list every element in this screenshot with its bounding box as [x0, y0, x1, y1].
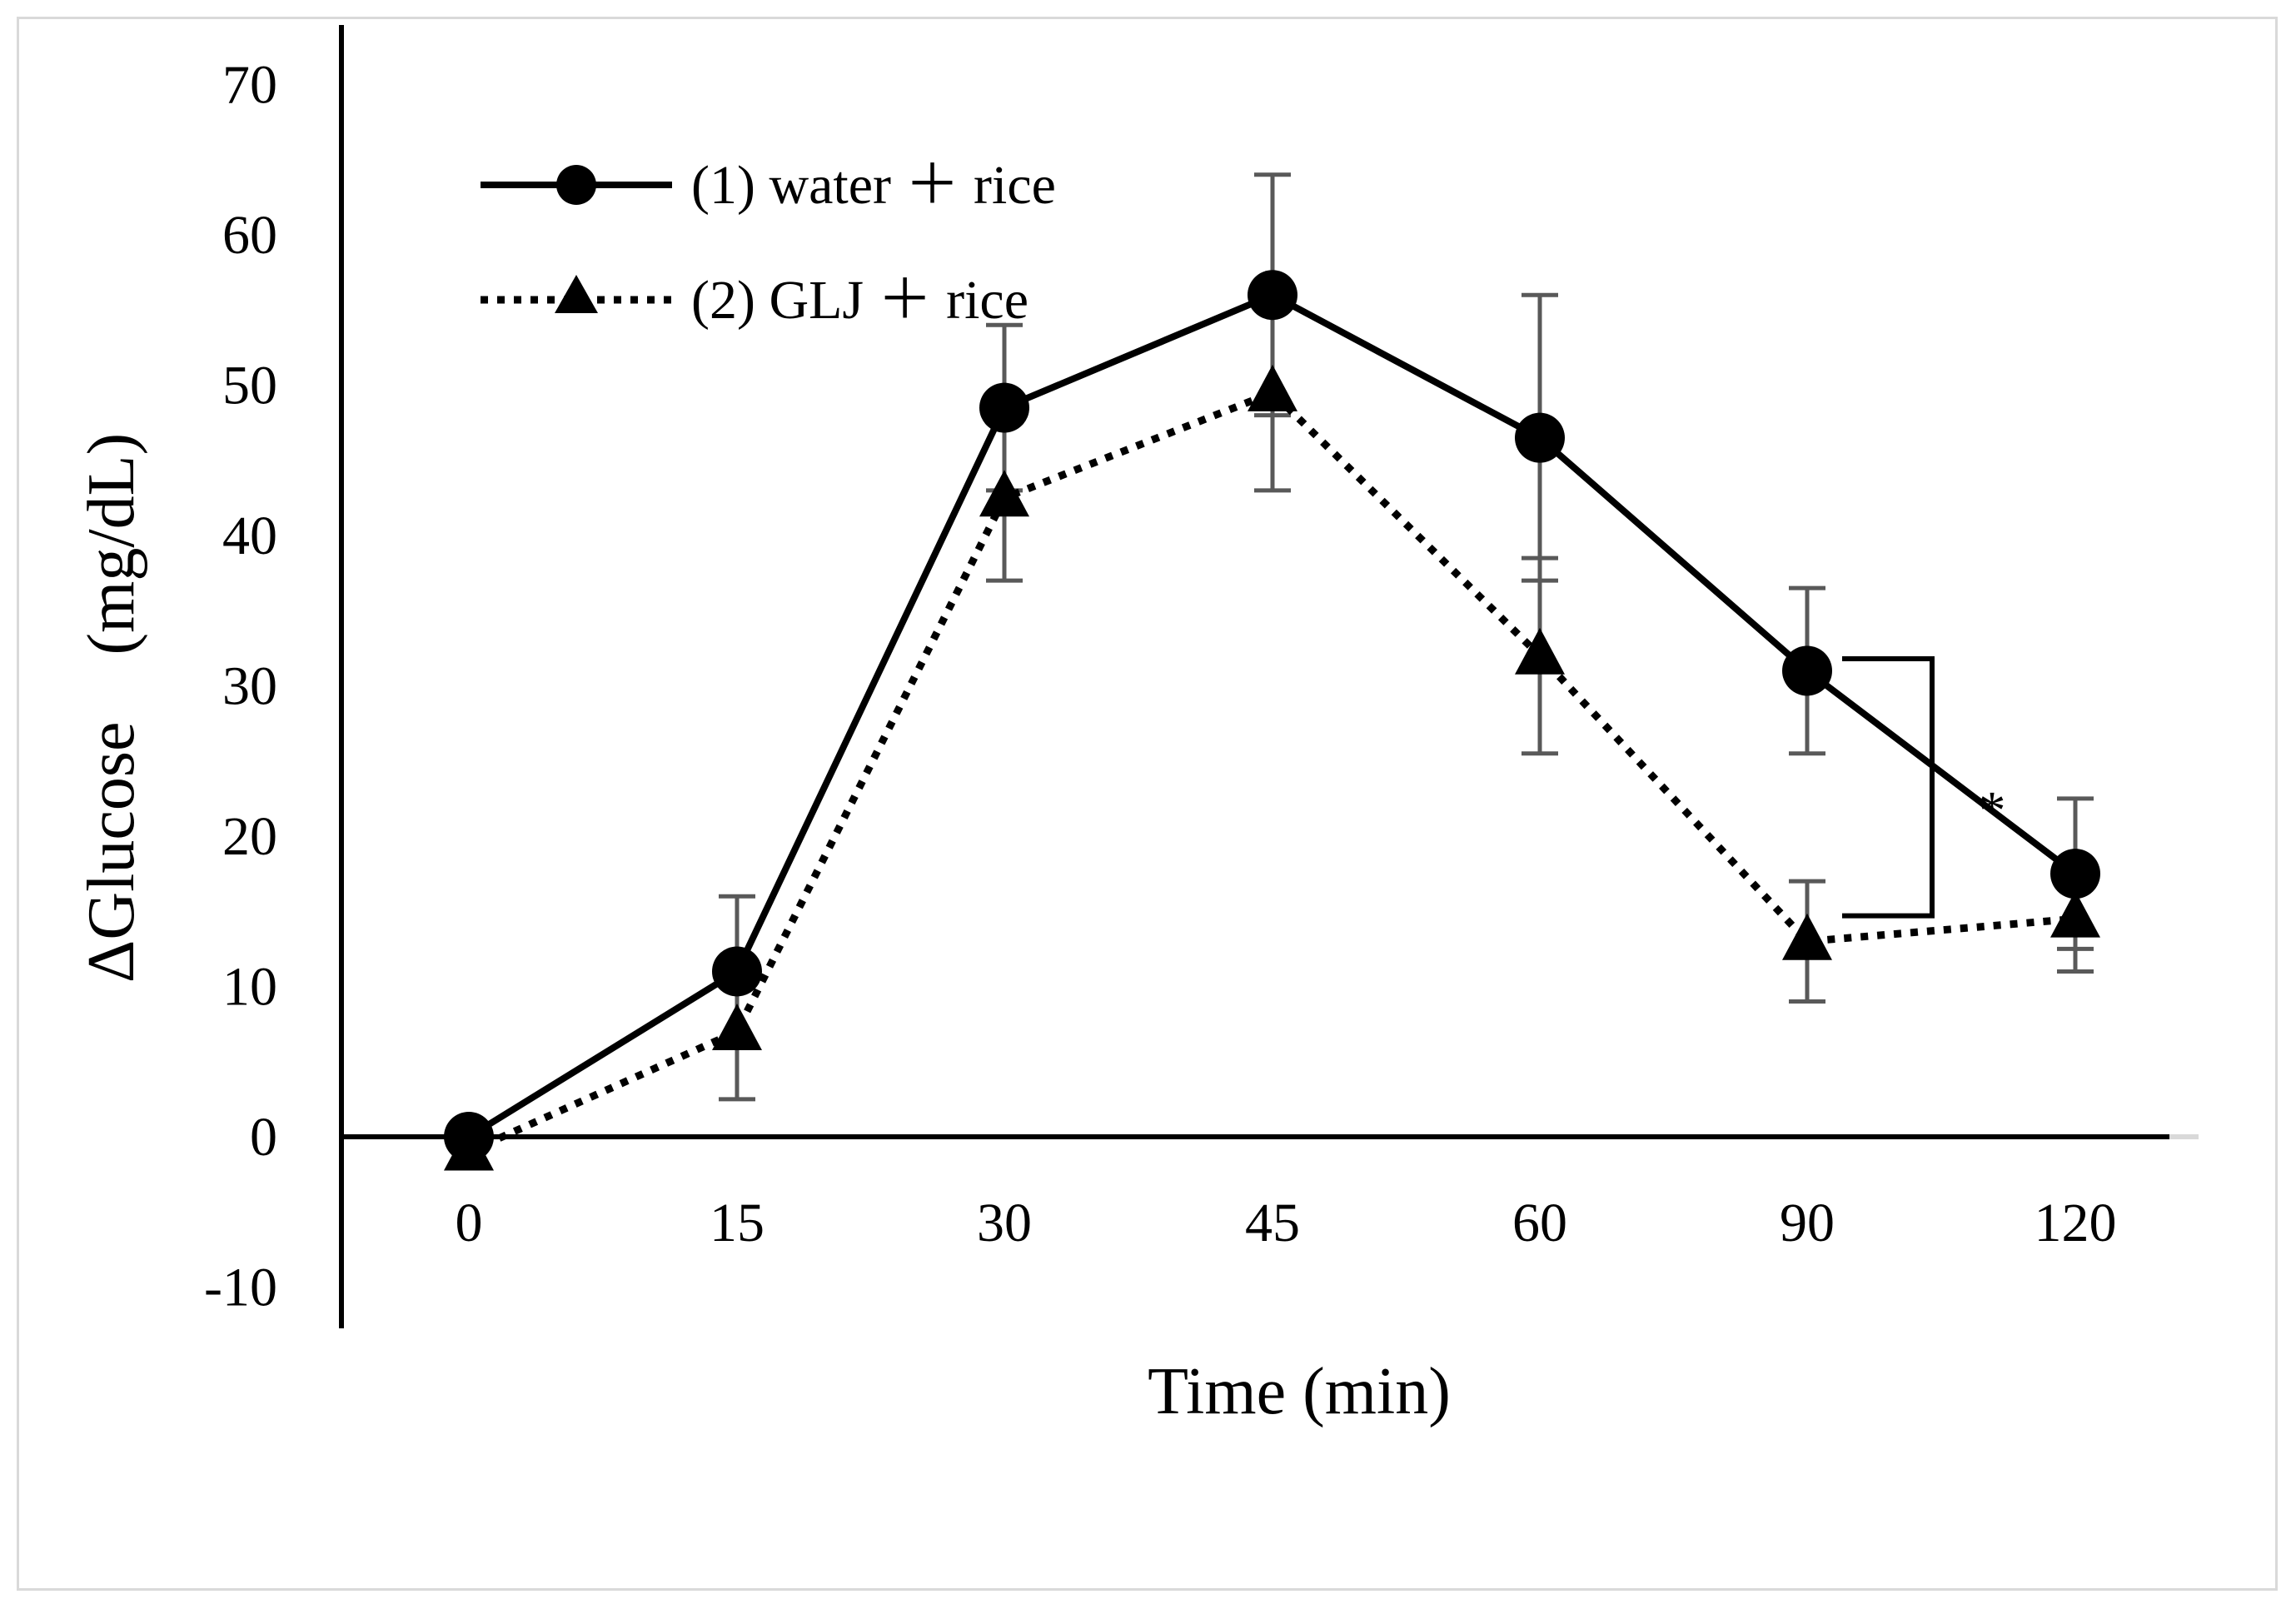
- x-tick-label: 90: [1780, 1193, 1835, 1253]
- axes-layer: [339, 25, 2199, 1328]
- data-point-series-1: [1782, 645, 1832, 696]
- data-point-series-2: [979, 470, 1029, 517]
- series-line-2: [467, 389, 2076, 1156]
- significance-star: *: [1979, 780, 2006, 841]
- data-point-series-2: [2050, 890, 2100, 938]
- x-tick-label: 60: [1512, 1193, 1567, 1253]
- data-point-series-2: [1782, 913, 1832, 960]
- data-point-series-2: [1515, 627, 1565, 675]
- data-point-series-1: [979, 382, 1029, 433]
- data-point-series-1: [1515, 412, 1565, 463]
- data-point-series-2: [1248, 364, 1297, 411]
- data-markers: [444, 270, 2100, 1171]
- x-tick-label: 45: [1245, 1193, 1300, 1253]
- x-tick-label: 15: [710, 1193, 765, 1253]
- y-tick-label: 20: [222, 806, 277, 867]
- legend-label-series-2: (2) GLJ ＋ rice: [691, 270, 1028, 331]
- y-tick-label: 60: [222, 205, 277, 266]
- chart-frame: [17, 17, 2278, 1591]
- legend-triangle-marker: [555, 275, 598, 313]
- y-tick-label: 40: [222, 506, 277, 566]
- x-tick-label: 120: [2035, 1193, 2117, 1253]
- y-axis-title: ΔGlucose (mg/dL): [75, 433, 148, 983]
- legend-label-series-1: (1) water ＋ rice: [691, 155, 1056, 216]
- data-point-series-1: [712, 946, 762, 997]
- data-point-series-2: [444, 1123, 494, 1171]
- y-tick-label: 50: [222, 356, 277, 416]
- legend: (1) water ＋ rice (2) GLJ ＋ rice: [481, 155, 1056, 331]
- x-tick-labels: 0 15 30 45 60 90 120: [456, 1193, 2117, 1253]
- significance-bracket: [1842, 656, 1935, 919]
- y-tick-label: 10: [222, 957, 277, 1018]
- data-point-series-2: [712, 1004, 762, 1051]
- legend-circle-marker: [556, 165, 596, 205]
- data-point-series-1: [2050, 849, 2100, 899]
- y-tick-labels: 70 60 50 40 30 20 10 0 -10: [204, 55, 277, 1318]
- annotations: *: [1842, 656, 2006, 919]
- y-tick-label: 70: [222, 55, 277, 116]
- y-tick-label: 30: [222, 656, 277, 717]
- x-axis-title: Time (min): [1148, 1355, 1451, 1428]
- y-tick-label: 0: [250, 1107, 277, 1168]
- y-tick-label: -10: [204, 1258, 277, 1318]
- data-point-series-1: [1248, 270, 1297, 321]
- x-tick-label: 30: [977, 1193, 1032, 1253]
- x-tick-label: 0: [456, 1193, 483, 1253]
